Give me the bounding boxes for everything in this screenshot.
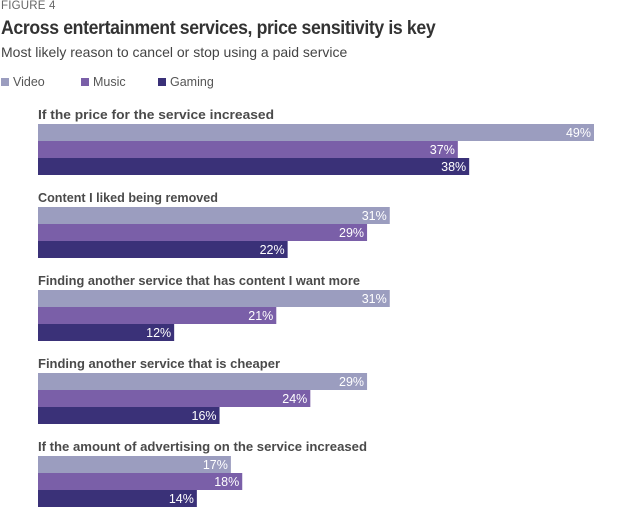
value-label-gaming: 38% bbox=[441, 160, 466, 174]
value-label-video: 29% bbox=[339, 375, 364, 389]
bar-gaming bbox=[38, 241, 288, 258]
legend-label-music: Music bbox=[93, 75, 126, 89]
value-label-music: 29% bbox=[339, 226, 364, 240]
bar-video bbox=[38, 207, 390, 224]
bar-video bbox=[38, 373, 368, 390]
bar-music bbox=[38, 307, 277, 324]
category-label: Finding another service that is cheaper bbox=[38, 357, 280, 371]
value-label-video: 49% bbox=[566, 126, 591, 140]
legend-label-gaming: Gaming bbox=[170, 75, 214, 89]
value-label-music: 37% bbox=[430, 143, 455, 157]
category-label: Finding another service that has content… bbox=[38, 274, 360, 288]
value-label-music: 21% bbox=[248, 309, 273, 323]
bar-gaming bbox=[38, 490, 197, 507]
value-label-gaming: 22% bbox=[260, 243, 285, 257]
bar-music bbox=[38, 141, 458, 158]
bar-video bbox=[38, 456, 231, 473]
bar-gaming bbox=[38, 407, 220, 424]
bar-video bbox=[38, 124, 594, 141]
category-label: If the price for the service increased bbox=[38, 108, 274, 122]
category-label: Content I liked being removed bbox=[38, 191, 218, 205]
bar-music bbox=[38, 473, 243, 490]
value-label-gaming: 12% bbox=[146, 326, 171, 340]
value-label-video: 31% bbox=[362, 292, 387, 306]
value-label-video: 31% bbox=[362, 209, 387, 223]
legend-swatch-gaming bbox=[158, 78, 166, 86]
bar-group-finding-another-service-that-is-cheaper: Finding another service that is cheaper 2… bbox=[38, 357, 368, 424]
value-label-gaming: 16% bbox=[192, 409, 217, 423]
bar-music bbox=[38, 390, 311, 407]
figure-label: FIGURE 4 bbox=[1, 0, 56, 12]
legend-swatch-video bbox=[1, 78, 9, 86]
value-label-gaming: 14% bbox=[169, 492, 194, 506]
chart-title: Across entertainment services, price sen… bbox=[1, 18, 436, 39]
legend-swatch-music bbox=[81, 78, 89, 86]
legend-item-music: Music bbox=[81, 75, 126, 89]
value-label-video: 17% bbox=[203, 458, 228, 472]
legend-label-video: Video bbox=[13, 75, 45, 89]
bar-group-if-the-amount-of-advertising-on-the-service-increased: If the amount of advertising on the serv… bbox=[38, 440, 367, 507]
legend-item-video: Video bbox=[1, 75, 45, 89]
bar-gaming bbox=[38, 158, 470, 175]
value-label-music: 24% bbox=[282, 392, 307, 406]
category-label: If the amount of advertising on the serv… bbox=[38, 440, 367, 454]
legend-item-gaming: Gaming bbox=[158, 75, 214, 89]
bar-gaming bbox=[38, 324, 175, 341]
bar-group-if-the-price-for-the-service-increased: If the price for the service increased 49… bbox=[38, 108, 594, 175]
bar-group-content-i-liked-being-removed: Content I liked being removed 31% 29% 22% bbox=[38, 191, 390, 258]
bar-music bbox=[38, 224, 368, 241]
value-label-music: 18% bbox=[214, 475, 239, 489]
bar-video bbox=[38, 290, 390, 307]
bar-group-finding-another-service-that-has-content-i-want-more: Finding another service that has content… bbox=[38, 274, 390, 341]
chart-subtitle: Most likely reason to cancel or stop usi… bbox=[1, 44, 348, 60]
